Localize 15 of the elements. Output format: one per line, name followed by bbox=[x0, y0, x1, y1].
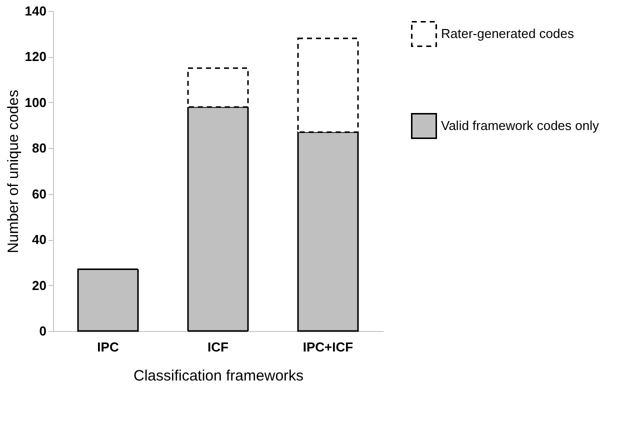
y-tick-label: 140 bbox=[24, 4, 46, 18]
x-tick-label: ICF bbox=[208, 340, 229, 354]
x-tick-label: IPC bbox=[97, 340, 120, 354]
x-tick-label: IPC+ICF bbox=[302, 340, 354, 354]
y-axis-title: Number of unique codes bbox=[4, 90, 22, 254]
y-tick-label: 80 bbox=[32, 140, 46, 156]
y-tick-label: 120 bbox=[24, 49, 46, 64]
y-tick-label: 60 bbox=[32, 186, 46, 202]
legend-label: Valid framework codes only bbox=[441, 118, 600, 133]
legend-label: Rater-generated codes bbox=[441, 26, 574, 41]
y-tick-label: 100 bbox=[24, 94, 46, 110]
y-tick-label: 0 bbox=[39, 324, 46, 338]
x-axis-title: Classification frameworks bbox=[133, 368, 304, 384]
y-tick-label: 40 bbox=[32, 232, 46, 248]
y-tick-label: 20 bbox=[32, 278, 46, 293]
